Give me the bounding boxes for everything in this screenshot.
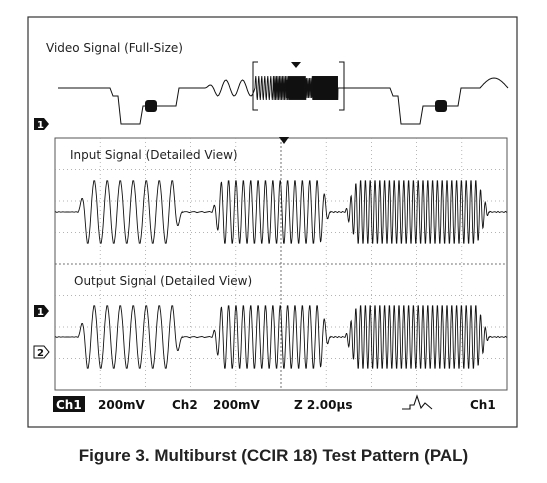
ch1-scale: 200mV [98,398,146,412]
ch1-marker-top: 1 [34,118,49,131]
ch1-label: Ch1 [56,398,82,412]
svg-text:2: 2 [37,348,44,359]
figure-caption: Figure 3. Multiburst (CCIR 18) Test Patt… [78,446,469,465]
status-bar: Ch1 200mV Ch2 200mV Z 2.00µs Ch1 [53,394,496,412]
trigger-source: Ch1 [470,398,496,412]
svg-text:1: 1 [37,120,44,131]
zoom-bracket [252,61,345,111]
ch1-label-bg [53,396,85,412]
zoom-position-icon [291,62,301,68]
ch2-label: Ch2 [172,398,198,412]
overview-title: Video Signal (Full-Size) [46,41,183,55]
output-trace [54,305,508,369]
input-panel-title: Input Signal (Detailed View) [70,148,238,162]
trigger-position-icon [279,137,289,144]
ch2-scale: 200mV [213,398,261,412]
ch2-marker: 2 [33,345,50,359]
overview-trace [58,75,509,125]
ch1-marker-bottom: 1 [34,305,49,318]
oscilloscope-display: Video Signal (Full-Size) Input Signal (D… [27,16,518,428]
trigger-edge-icon [402,394,433,410]
output-panel-title: Output Signal (Detailed View) [74,274,252,288]
svg-text:1: 1 [37,307,44,318]
timebase: Z 2.00µs [294,398,352,412]
input-trace [54,180,508,244]
